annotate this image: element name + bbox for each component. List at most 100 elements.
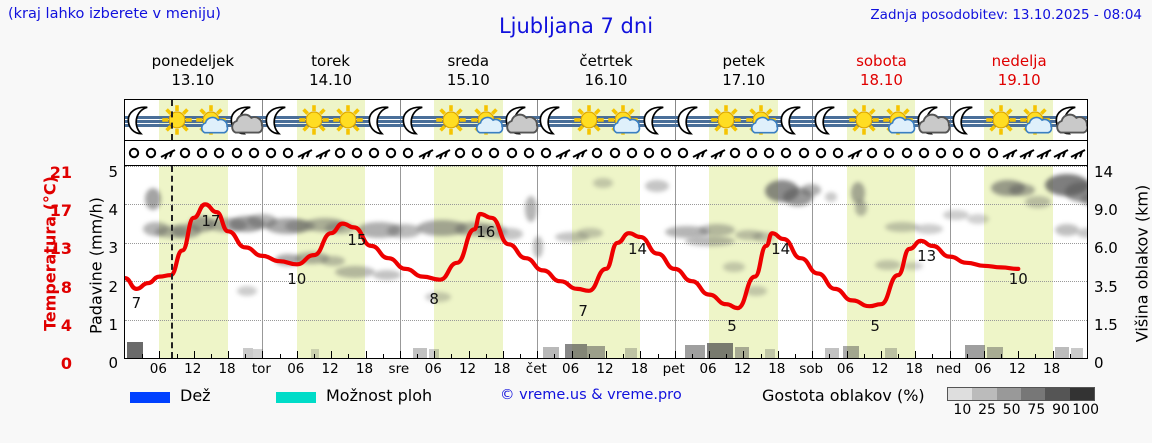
precipitation-bar [735,346,749,358]
x-tick-label-26: 18 [1043,361,1061,377]
day-date: 17.10 [722,71,766,89]
moon-icon [260,102,300,140]
moon-icon [534,102,574,140]
wind-barb-icon [691,143,709,163]
cloud-density-scale-label-2: 50 [1002,402,1021,418]
day-name: petek [722,52,765,70]
horizontal-gridline-2 [125,242,1087,244]
cloud-density-blob [1009,184,1035,196]
sun-icon [328,102,368,140]
cloud-density-blob [189,216,215,232]
temperature-tick-2: 13 [49,239,72,259]
x-tick-label-9: 12 [458,361,477,377]
x-tick-label-0: 06 [149,361,167,377]
temperature-value-label-9: 14 [771,240,791,259]
precipitation-bar [825,347,839,358]
calm-wind-icon [795,143,813,163]
calm-wind-icon [176,143,194,163]
daylight-band-4 [709,166,778,358]
x-tick-label-24: 06 [974,361,992,377]
day-header-4: petek 17.10 [675,52,813,94]
x-axis-tick [537,351,539,358]
cloud-density-color-scale [947,387,1095,401]
x-tick-label-3: tor [251,361,271,377]
cloud-height-tick-4: 1.5 [1094,315,1118,334]
calm-wind-icon [125,143,143,163]
cloud-density-blob [525,196,537,222]
daylight-band-0 [159,166,229,358]
x-tick-label-2: 18 [218,361,236,377]
cloud-density-blob [143,222,169,236]
calm-wind-icon [760,143,778,163]
location-menu-note[interactable]: (kraj lahko izberete v meniju) [8,6,221,22]
precipitation-tick-4: 1 [108,315,118,334]
x-axis-tick [245,354,247,358]
precipitation-bar [565,343,587,358]
x-axis-tick [554,354,556,358]
precipitation-bar [965,345,985,358]
wind-barb-icon [1018,143,1036,163]
calm-wind-icon [880,143,898,163]
x-tick-label-25: 12 [1008,361,1026,377]
moon-cloud-icon [1050,102,1087,140]
cloud-density-blob [321,256,345,266]
wind-barb-icon [296,143,314,163]
cloud-density-blob [577,228,603,238]
day-date: 19.10 [997,71,1041,89]
day-header-0: ponedeljek 13.10 [124,52,262,94]
sun-icon [569,102,609,140]
calm-wind-icon [210,143,228,163]
sun-icon [431,102,471,140]
x-axis-tick [915,351,917,358]
calm-wind-icon [245,143,263,163]
cloud-height-tick-1: 9.0 [1094,201,1118,220]
calm-wind-icon [657,143,675,163]
rain-legend-label: Dež [180,386,211,405]
cloud-density-blob [145,188,161,210]
temperature-value-label-2: 10 [287,270,307,289]
sun-icon [706,102,746,140]
x-axis-tick [691,354,693,358]
calm-wind-icon [984,143,1002,163]
x-tick-label-17: 12 [733,361,752,377]
x-tick-label-7: sre [388,361,410,377]
x-axis-tick [932,354,934,358]
wind-barb-icon [709,143,727,163]
day-header-2: sreda 15.10 [399,52,537,94]
x-tick-label-21: 12 [871,361,889,377]
x-axis-tick [1035,354,1037,358]
cloud-density-blob [387,224,421,238]
precipitation-bar [311,349,319,358]
x-axis-tick [674,351,676,358]
x-axis-tick [812,351,814,358]
cloud-height-tick-0: 14 [1094,163,1114,181]
cloud-density-blob [357,222,401,238]
cloud-density-scale-label-5: 100 [1072,402,1100,418]
cloud-height-tick-5: 0 [1094,354,1104,372]
x-tick-label-19: sob [799,361,824,377]
cloud-density-blob [1025,196,1051,208]
copyright-link[interactable]: © vreme.us & vreme.pro [500,387,682,403]
cloud-density-blob [229,216,265,232]
x-axis-tick [1018,351,1020,358]
daylight-band-3 [571,166,641,358]
moon-cloud-icon [500,102,540,140]
calm-wind-icon [331,143,349,163]
moon-icon [672,102,712,140]
cloud-height-tick-2: 6.0 [1094,239,1118,258]
sun-icon [294,102,334,140]
day-name: nedelja [991,52,1047,70]
precipitation-bar [429,348,439,358]
precipitation-bar [587,345,605,358]
calm-wind-icon [949,143,967,163]
cloud-density-blob [723,262,745,272]
moon-icon [125,102,162,140]
cloud-density-scale-label-1: 25 [978,402,996,418]
x-tick-label-18: 18 [768,361,786,377]
calm-wind-icon [193,143,211,163]
moon-icon [363,102,403,140]
day-date: 16.10 [584,71,628,89]
day-date: 14.10 [309,71,353,89]
precipitation-bar [625,348,637,358]
cloud-density-blob [417,220,467,236]
